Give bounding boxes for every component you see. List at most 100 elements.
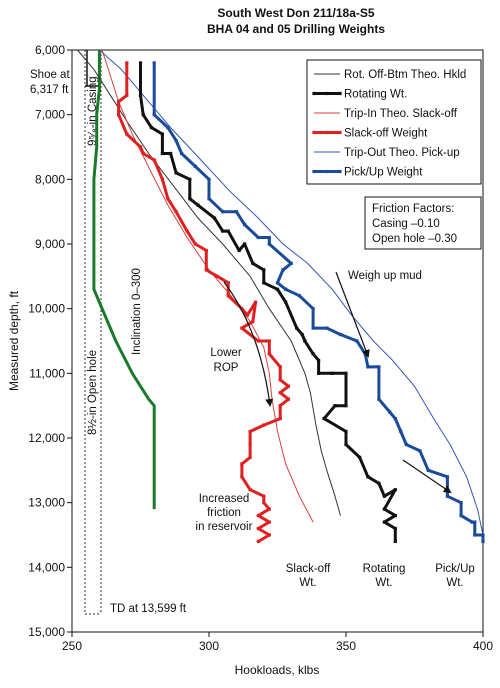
data-point — [160, 177, 165, 181]
data-point — [344, 442, 348, 447]
y-tick-label: 11,000 — [29, 366, 65, 380]
data-point — [152, 61, 156, 65]
data-point — [193, 242, 197, 246]
data-point — [256, 539, 260, 544]
data-point — [459, 501, 463, 505]
legend-entry-label: Pick/Up Weight — [344, 167, 423, 179]
data-point — [196, 203, 200, 207]
data-point — [240, 326, 244, 330]
data-point — [338, 332, 343, 337]
legend-entry-label: Trip-In Theo. Slack-off — [344, 108, 458, 120]
data-point — [204, 248, 208, 253]
y-tick-label: 10,000 — [28, 302, 65, 316]
data-point — [174, 138, 178, 143]
legend-marker — [338, 91, 342, 96]
data-point — [256, 526, 260, 531]
data-point — [399, 429, 403, 434]
data-point — [243, 242, 247, 246]
data-point — [248, 429, 252, 434]
data-point — [226, 281, 230, 285]
friction-open-hole: Open hole –0.30 — [372, 233, 457, 245]
data-point — [382, 520, 386, 524]
data-point — [267, 533, 271, 537]
data-point — [388, 410, 392, 414]
data-point — [204, 268, 208, 272]
data-point — [262, 501, 266, 505]
data-point — [256, 339, 260, 343]
data-point — [221, 229, 225, 233]
data-point — [303, 339, 307, 343]
data-point — [358, 455, 362, 459]
data-point — [188, 177, 192, 181]
friction-casing: Casing –0.10 — [372, 218, 440, 230]
data-point — [234, 210, 238, 214]
data-point — [344, 404, 348, 408]
data-point — [393, 526, 397, 531]
data-point — [256, 235, 260, 240]
x-tick-label: 300 — [199, 639, 219, 653]
chart-subtitle: BHA 04 and 05 Drilling Weights — [207, 22, 385, 36]
data-point — [256, 514, 260, 518]
y-tick-label: 13,000 — [28, 496, 65, 510]
data-point — [262, 423, 266, 427]
data-point — [125, 61, 129, 65]
data-point — [377, 481, 381, 485]
legend-entry-label: Slack-off Weight — [344, 128, 428, 140]
td-label: TD at 13,599 ft — [110, 603, 187, 615]
data-point — [286, 384, 291, 388]
legend-marker — [338, 130, 342, 135]
data-point — [240, 307, 244, 311]
y-tick-label: 12,000 — [28, 431, 65, 445]
data-point — [300, 332, 304, 337]
y-tick-label: 14,000 — [28, 560, 65, 574]
data-point — [138, 61, 143, 65]
legend-marker — [325, 91, 329, 96]
data-point — [160, 151, 165, 156]
data-point — [481, 539, 485, 544]
y-axis-label: Measured depth, ft — [7, 290, 21, 391]
data-point — [245, 313, 249, 317]
data-point — [284, 300, 288, 304]
data-point — [267, 235, 271, 240]
legend-marker — [312, 91, 316, 96]
x-tick-label: 350 — [336, 639, 356, 653]
data-point — [240, 462, 244, 466]
data-point — [262, 494, 266, 498]
data-point — [366, 365, 370, 369]
data-point — [243, 223, 247, 227]
data-point — [174, 171, 178, 175]
data-point — [188, 197, 192, 201]
data-point — [166, 197, 170, 201]
legend-marker — [312, 169, 316, 174]
data-point — [289, 261, 293, 265]
data-point — [393, 488, 397, 492]
data-point — [138, 145, 143, 149]
pickup-label-line1: Pick/Up — [435, 563, 475, 575]
legend-marker — [325, 169, 329, 174]
rotating-label-line1: Rotating — [363, 563, 406, 575]
data-point — [344, 429, 348, 434]
data-point — [445, 494, 449, 498]
data-point — [248, 442, 252, 447]
data-point — [226, 229, 230, 233]
y-tick-label: 7,000 — [35, 108, 65, 122]
data-point — [426, 468, 430, 472]
data-point — [382, 494, 386, 498]
data-point — [275, 281, 280, 285]
y-tick-label: 6,000 — [35, 43, 65, 57]
data-point — [221, 210, 225, 214]
legend-marker — [312, 130, 316, 135]
data-point — [317, 371, 321, 375]
data-point — [160, 132, 165, 136]
data-point — [355, 339, 359, 343]
data-point — [215, 274, 219, 278]
increased-friction-line3: in reservoir — [196, 521, 253, 533]
data-point — [267, 242, 271, 246]
lower-rop-line2: ROP — [214, 362, 239, 374]
friction-factors-box — [364, 196, 482, 250]
data-point — [284, 287, 288, 291]
data-point — [262, 268, 266, 272]
data-point — [174, 210, 178, 214]
data-point — [311, 326, 315, 330]
